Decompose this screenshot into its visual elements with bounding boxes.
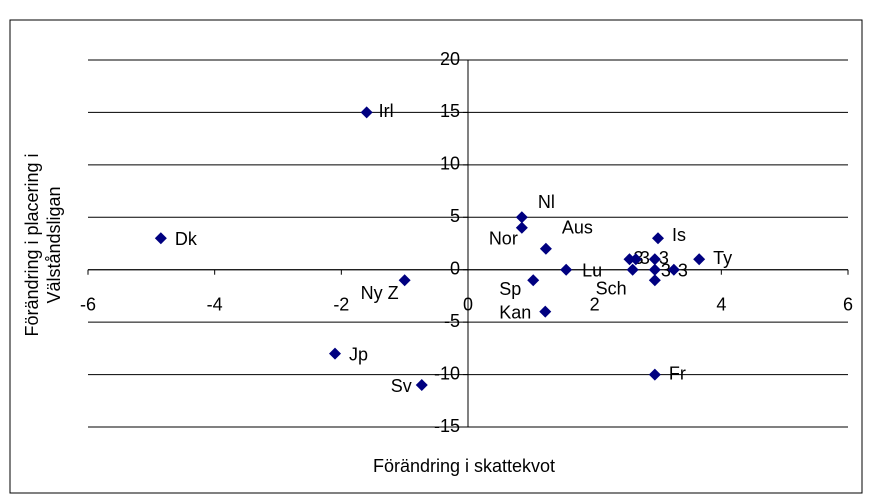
y-axis-label-line: Förändring i placering i: [22, 153, 42, 336]
point: [648, 274, 661, 287]
point-label: Sch: [596, 278, 627, 298]
point-label: Nor: [489, 229, 518, 249]
y-tick-label: -5: [444, 311, 460, 331]
point-label: 3: [678, 260, 688, 280]
point: [648, 263, 661, 276]
point: [623, 253, 636, 266]
point: [693, 253, 706, 266]
x-tick-label: 4: [716, 294, 726, 314]
y-tick-label: -15: [434, 416, 460, 436]
point: [652, 232, 664, 245]
point-label: Dk: [175, 229, 198, 249]
point-label: Sp: [499, 279, 521, 299]
point-label: Kan: [499, 302, 531, 322]
point: [527, 274, 540, 287]
x-tick-label: -4: [207, 294, 223, 314]
y-tick-label: 20: [440, 49, 460, 69]
point-label: Sv: [391, 376, 412, 396]
point-label: Is: [672, 225, 686, 245]
x-tick-label: 2: [590, 294, 600, 314]
point-label: Jp: [349, 344, 368, 364]
point-label: 3: [661, 260, 671, 280]
point-label: Nl: [538, 192, 555, 212]
point: [629, 253, 642, 266]
y-tick-label: 5: [450, 206, 460, 226]
point-label: Fr: [669, 363, 686, 383]
point: [560, 263, 573, 276]
point-label: 3: [640, 248, 650, 268]
y-tick-label: 10: [440, 154, 460, 174]
point: [648, 253, 661, 266]
point: [398, 274, 411, 287]
x-tick-label: -2: [333, 294, 349, 314]
y-axis-label-line: Välståndsligan: [44, 186, 64, 303]
y-axis-label: Förändring i placering i Välståndsligan: [22, 153, 64, 336]
point-label: Ty: [713, 248, 732, 268]
point-label: Lu: [582, 260, 602, 280]
point: [329, 347, 341, 360]
chart-border: [9, 19, 863, 494]
y-tick-label: 15: [440, 101, 460, 121]
point: [667, 263, 680, 276]
point: [360, 106, 373, 119]
point-label: Aus: [562, 217, 593, 237]
y-tick-label: -10: [434, 363, 460, 383]
point: [154, 232, 167, 245]
point: [515, 211, 528, 224]
point-label: 3: [659, 248, 669, 268]
point: [626, 263, 639, 276]
x-tick-label: 6: [843, 294, 853, 314]
point-label: Ny Z: [361, 283, 399, 303]
point: [539, 305, 552, 318]
point-label: Irl: [379, 101, 394, 121]
point: [515, 221, 528, 234]
point: [539, 242, 552, 255]
x-tick-label: -6: [80, 294, 96, 314]
y-tick-label: 0: [450, 258, 460, 278]
point: [415, 379, 428, 392]
point: [648, 368, 661, 381]
x-axis-label: Förändring i skattekvot: [373, 456, 555, 476]
